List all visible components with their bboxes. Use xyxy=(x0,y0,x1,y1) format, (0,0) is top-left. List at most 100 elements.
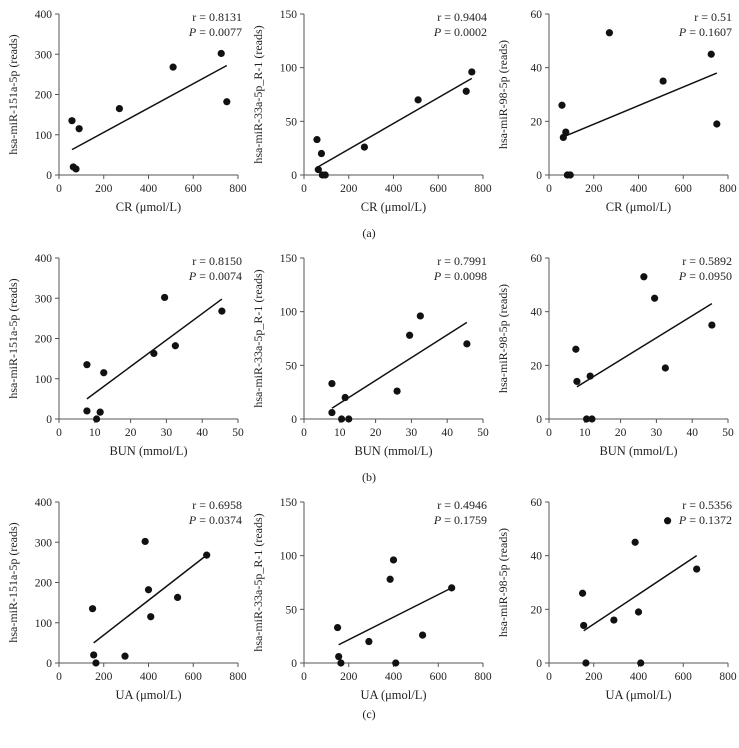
p-value-label: P = 0.0002 xyxy=(433,25,487,39)
data-point xyxy=(659,77,667,85)
x-tick-label: 400 xyxy=(630,671,648,683)
r-value-label: r = 0.7991 xyxy=(437,254,487,268)
y-axis-label: hsa-miR-33a-5p_R-1 (reads) xyxy=(251,25,265,163)
x-tick-label: 800 xyxy=(229,671,247,683)
y-tick-label: 40 xyxy=(531,307,543,319)
y-tick-label: 100 xyxy=(35,618,53,630)
regression-line xyxy=(583,555,698,632)
data-point xyxy=(558,101,566,109)
data-point xyxy=(414,96,422,104)
x-tick-label: 800 xyxy=(474,183,492,195)
x-tick-label: 200 xyxy=(95,183,113,195)
x-tick-label: 0 xyxy=(546,183,552,195)
data-point xyxy=(115,104,124,113)
y-tick-label: 100 xyxy=(35,130,53,142)
x-tick-label: 20 xyxy=(370,427,382,439)
p-symbol: P xyxy=(678,269,687,283)
p-value-number: = 0.0077 xyxy=(199,25,242,39)
x-tick-label: 50 xyxy=(477,427,489,439)
y-tick-label: 0 xyxy=(291,414,297,426)
p-value-number: = 0.0374 xyxy=(199,513,242,527)
x-tick-label: 40 xyxy=(441,427,453,439)
x-tick-label: 800 xyxy=(719,671,737,683)
y-tick-label: 0 xyxy=(46,414,52,426)
p-value-label: P = 0.0374 xyxy=(188,513,242,527)
data-point xyxy=(582,415,591,423)
y-tick-label: 0 xyxy=(536,658,542,670)
data-point xyxy=(365,637,373,646)
regression-line xyxy=(71,64,228,151)
data-point xyxy=(328,408,336,417)
p-value-number: = 0.1372 xyxy=(689,513,732,527)
x-tick-label: 0 xyxy=(301,183,307,195)
x-tick-label: 600 xyxy=(185,183,203,195)
x-tick-label: 10 xyxy=(579,427,591,439)
data-point xyxy=(161,293,169,302)
data-point xyxy=(448,584,456,592)
scatter-panel-1: 0 100 200 300 400 0 200 400 600 800 CR (μmol/L) hsa… xyxy=(6,9,247,214)
y-tick-label: 50 xyxy=(286,116,298,128)
data-point xyxy=(337,659,345,667)
p-symbol: P xyxy=(678,513,687,527)
data-point xyxy=(713,120,721,128)
x-axis-label: BUN (mmol/L) xyxy=(354,444,432,458)
x-tick-label: 600 xyxy=(430,671,448,683)
y-tick-label: 0 xyxy=(46,658,52,670)
x-tick-label: 400 xyxy=(140,671,158,683)
y-tick-label: 400 xyxy=(35,9,53,21)
r-value-label: r = 0.5892 xyxy=(682,254,732,268)
x-tick-label: 200 xyxy=(340,671,358,683)
y-tick-label: 20 xyxy=(531,604,543,616)
p-value-label: P = 0.0098 xyxy=(433,269,487,283)
p-symbol: P xyxy=(188,269,197,283)
data-point xyxy=(121,652,129,660)
x-tick-label: 600 xyxy=(185,671,203,683)
data-point xyxy=(463,340,471,348)
scatter-panel-4: 0 100 200 300 400 0 10 20 30 40 50 BUN (mmol/L) hsa-… xyxy=(6,253,244,458)
y-tick-label: 60 xyxy=(531,497,543,509)
data-point xyxy=(651,294,659,302)
scatter-panel-7: 0 100 200 300 400 0 200 400 600 800 UA (μmol/L) hsa… xyxy=(6,497,247,702)
x-tick-label: 30 xyxy=(651,427,663,439)
p-value-number: = 0.0950 xyxy=(689,269,732,283)
data-point xyxy=(218,307,226,315)
p-value-label: P = 0.0074 xyxy=(188,269,242,283)
data-point xyxy=(317,149,326,158)
data-point xyxy=(406,331,414,339)
x-tick-label: 200 xyxy=(340,183,358,195)
y-axis-label: hsa-miR-33a-5p_R-1 (reads) xyxy=(251,269,265,407)
p-value-number: = 0.1759 xyxy=(444,513,487,527)
x-tick-label: 30 xyxy=(161,427,173,439)
p-symbol: P xyxy=(433,513,442,527)
regression-line xyxy=(561,72,718,139)
data-point xyxy=(147,613,155,621)
regression-line xyxy=(338,587,453,646)
data-point xyxy=(640,273,648,281)
x-axis-label: BUN (mmol/L) xyxy=(109,444,187,458)
data-point xyxy=(144,586,153,594)
y-tick-label: 100 xyxy=(280,551,298,563)
data-point xyxy=(578,589,587,597)
x-tick-label: 800 xyxy=(229,183,247,195)
data-point xyxy=(90,651,98,659)
caption-a: (a) xyxy=(362,226,375,240)
data-point xyxy=(610,616,618,624)
data-point xyxy=(386,575,394,583)
p-value-number: = 0.0098 xyxy=(444,269,487,283)
data-point xyxy=(141,537,149,546)
y-tick-label: 200 xyxy=(35,334,53,346)
p-value-number: = 0.0002 xyxy=(444,25,487,39)
x-tick-label: 0 xyxy=(546,671,552,683)
p-symbol: P xyxy=(433,25,442,39)
data-point xyxy=(88,605,97,613)
p-symbol: P xyxy=(188,25,197,39)
y-tick-label: 300 xyxy=(35,293,53,305)
x-tick-label: 600 xyxy=(675,183,693,195)
data-point xyxy=(572,345,580,353)
y-tick-label: 400 xyxy=(35,497,53,509)
y-axis-label: hsa-miR-98-5p (reads) xyxy=(496,284,510,393)
data-point xyxy=(100,369,108,377)
